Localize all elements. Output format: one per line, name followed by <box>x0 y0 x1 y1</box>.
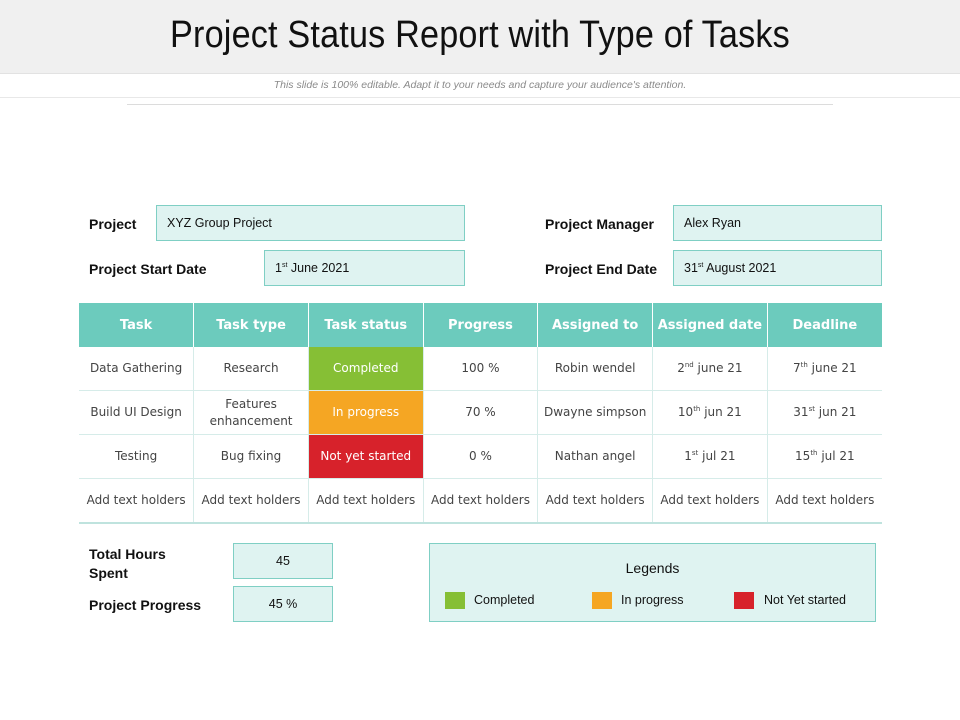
manager-label: Project Manager <box>545 216 654 232</box>
legend-title: Legends <box>625 560 680 576</box>
deadline-cell: 31st jun 21 <box>767 390 882 435</box>
legend-swatch-completed <box>445 592 465 609</box>
task-type-cell: Features enhancement <box>193 390 309 435</box>
title-band: Project Status Report with Type of Tasks <box>0 0 960 74</box>
manager-value: Alex Ryan <box>684 216 741 230</box>
status-badge-not-started: Not yet started <box>308 434 424 479</box>
task-type-cell: Bug fixing <box>193 434 309 479</box>
deadline-cell: 15th jul 21 <box>767 434 882 479</box>
status-badge-in-progress: In progress <box>308 390 424 435</box>
assigned-date-cell: 1st jul 21 <box>652 434 768 479</box>
progress-cell: 0 % <box>423 434 539 479</box>
task-table: Task Task type Task status Progress Assi… <box>79 303 882 524</box>
assigned-to-cell: Nathan angel <box>537 434 654 479</box>
start-date-label: Project Start Date <box>89 261 207 277</box>
page-title: Project Status Report with Type of Tasks <box>170 14 790 56</box>
task-status-cell: Add text holders <box>308 478 424 524</box>
header-task-type: Task type <box>193 303 309 347</box>
end-date-value: 31st August 2021 <box>684 261 777 275</box>
header-assigned-date: Assigned date <box>652 303 768 347</box>
assigned-to-cell: Robin wendel <box>537 347 654 391</box>
progress-cell: Add text holders <box>423 478 539 524</box>
assigned-date-cell: 10th jun 21 <box>652 390 768 435</box>
total-hours-value: 45 <box>276 554 290 568</box>
start-date-value: 1st June 2021 <box>275 261 350 275</box>
project-label: Project <box>89 216 137 232</box>
total-hours-field[interactable]: 45 <box>233 543 333 579</box>
deadline-cell: Add text holders <box>767 478 882 524</box>
total-hours-label: Total Hours Spent <box>89 546 166 581</box>
legend-label-completed: Completed <box>474 593 535 607</box>
project-progress-value: 45 % <box>268 597 298 611</box>
header-task-status: Task status <box>308 303 424 347</box>
table-header-row: Task Task type Task status Progress Assi… <box>79 303 882 347</box>
table-row: Add text holders Add text holders Add te… <box>79 478 882 524</box>
legend-box: Legends Completed In progress Not Yet st… <box>429 543 876 622</box>
deadline-cell: 7th june 21 <box>767 347 882 391</box>
task-type-cell: Add text holders <box>193 478 309 524</box>
end-date-field[interactable]: 31st August 2021 <box>673 250 882 286</box>
progress-cell: 100 % <box>423 347 539 391</box>
assigned-date-cell: Add text holders <box>652 478 768 524</box>
page-subtitle: This slide is 100% editable. Adapt it to… <box>273 79 687 91</box>
task-cell: Add text holders <box>79 478 195 524</box>
status-badge-completed: Completed <box>308 347 424 391</box>
header-deadline: Deadline <box>767 303 882 347</box>
task-cell: Build UI Design <box>79 390 195 435</box>
project-value: XYZ Group Project <box>167 216 272 230</box>
table-row: Testing Bug fixing Not yet started 0 % N… <box>79 434 882 479</box>
project-progress-label: Project Progress <box>89 597 202 613</box>
legend-swatch-in-progress <box>592 592 612 609</box>
end-date-label: Project End Date <box>545 261 658 277</box>
assigned-to-cell: Add text holders <box>537 478 654 524</box>
legend-label-in-progress: In progress <box>621 593 684 607</box>
task-cell: Testing <box>79 434 195 479</box>
project-progress-field[interactable]: 45 % <box>233 586 333 622</box>
assigned-date-cell: 2nd june 21 <box>652 347 768 391</box>
header-assigned-to: Assigned to <box>537 303 654 347</box>
project-field[interactable]: XYZ Group Project <box>156 205 465 241</box>
start-date-field[interactable]: 1st June 2021 <box>264 250 465 286</box>
task-cell: Data Gathering <box>79 347 195 391</box>
assigned-to-cell: Dwayne simpson <box>537 390 654 435</box>
table-row: Data Gathering Research Completed 100 % … <box>79 347 882 391</box>
header-task: Task <box>79 303 195 347</box>
divider <box>127 104 833 105</box>
task-type-cell: Research <box>193 347 309 391</box>
manager-field[interactable]: Alex Ryan <box>673 205 882 241</box>
divider <box>0 97 960 98</box>
legend-swatch-not-started <box>734 592 754 609</box>
table-row: Build UI Design Features enhancement In … <box>79 390 882 435</box>
progress-cell: 70 % <box>423 390 539 435</box>
header-progress: Progress <box>423 303 539 347</box>
legend-label-not-started: Not Yet started <box>764 593 847 607</box>
